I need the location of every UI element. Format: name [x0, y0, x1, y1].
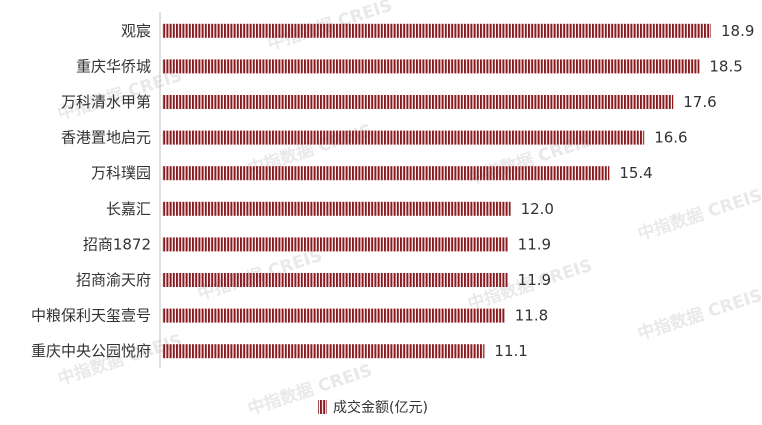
legend-swatch	[318, 400, 327, 414]
bar-4	[162, 130, 645, 145]
bar-7	[162, 237, 508, 252]
value-label: 11.9	[518, 271, 551, 289]
category-label: 长嘉汇	[106, 200, 151, 218]
category-label: 万科清水甲第	[61, 93, 151, 111]
category-label: 重庆中央公园悦府	[31, 342, 151, 360]
category-label: 重庆华侨城	[76, 57, 151, 75]
value-label: 11.9	[518, 235, 551, 253]
category-label: 万科璞园	[91, 164, 151, 182]
value-label: 11.1	[494, 342, 527, 360]
bar-8	[162, 273, 508, 287]
value-label: 15.4	[619, 164, 652, 182]
value-labels: 18.9 18.5 17.6 16.615.4 12.0 11.9 11.9 11.8 11.1	[494, 22, 754, 360]
category-label: 观宸	[121, 22, 151, 40]
category-label: 招商1872	[83, 235, 151, 253]
bars-group	[162, 23, 711, 359]
category-label: 香港置地启元	[61, 129, 151, 147]
bar-2	[162, 59, 700, 74]
watermark: 中指数据 CREIS	[635, 185, 762, 245]
bar-6	[162, 201, 511, 216]
watermark: 中指数据 CREIS	[635, 285, 762, 345]
bar-10	[162, 344, 485, 359]
value-label: 16.6	[654, 129, 687, 147]
bar-1	[162, 23, 711, 38]
value-label: 18.9	[721, 22, 754, 40]
value-label: 18.5	[709, 57, 742, 75]
value-label: 17.6	[683, 93, 716, 111]
value-label: 11.8	[515, 307, 548, 325]
bar-5	[162, 166, 610, 181]
category-label: 中粮保利天玺壹号	[31, 307, 151, 325]
legend: 成交金额(亿元)	[318, 399, 428, 416]
value-label: 12.0	[521, 200, 554, 218]
bar-3	[162, 95, 674, 109]
bar-9	[162, 308, 505, 323]
category-label: 招商渝天府	[76, 271, 151, 289]
legend-label: 成交金额(亿元)	[333, 399, 428, 416]
